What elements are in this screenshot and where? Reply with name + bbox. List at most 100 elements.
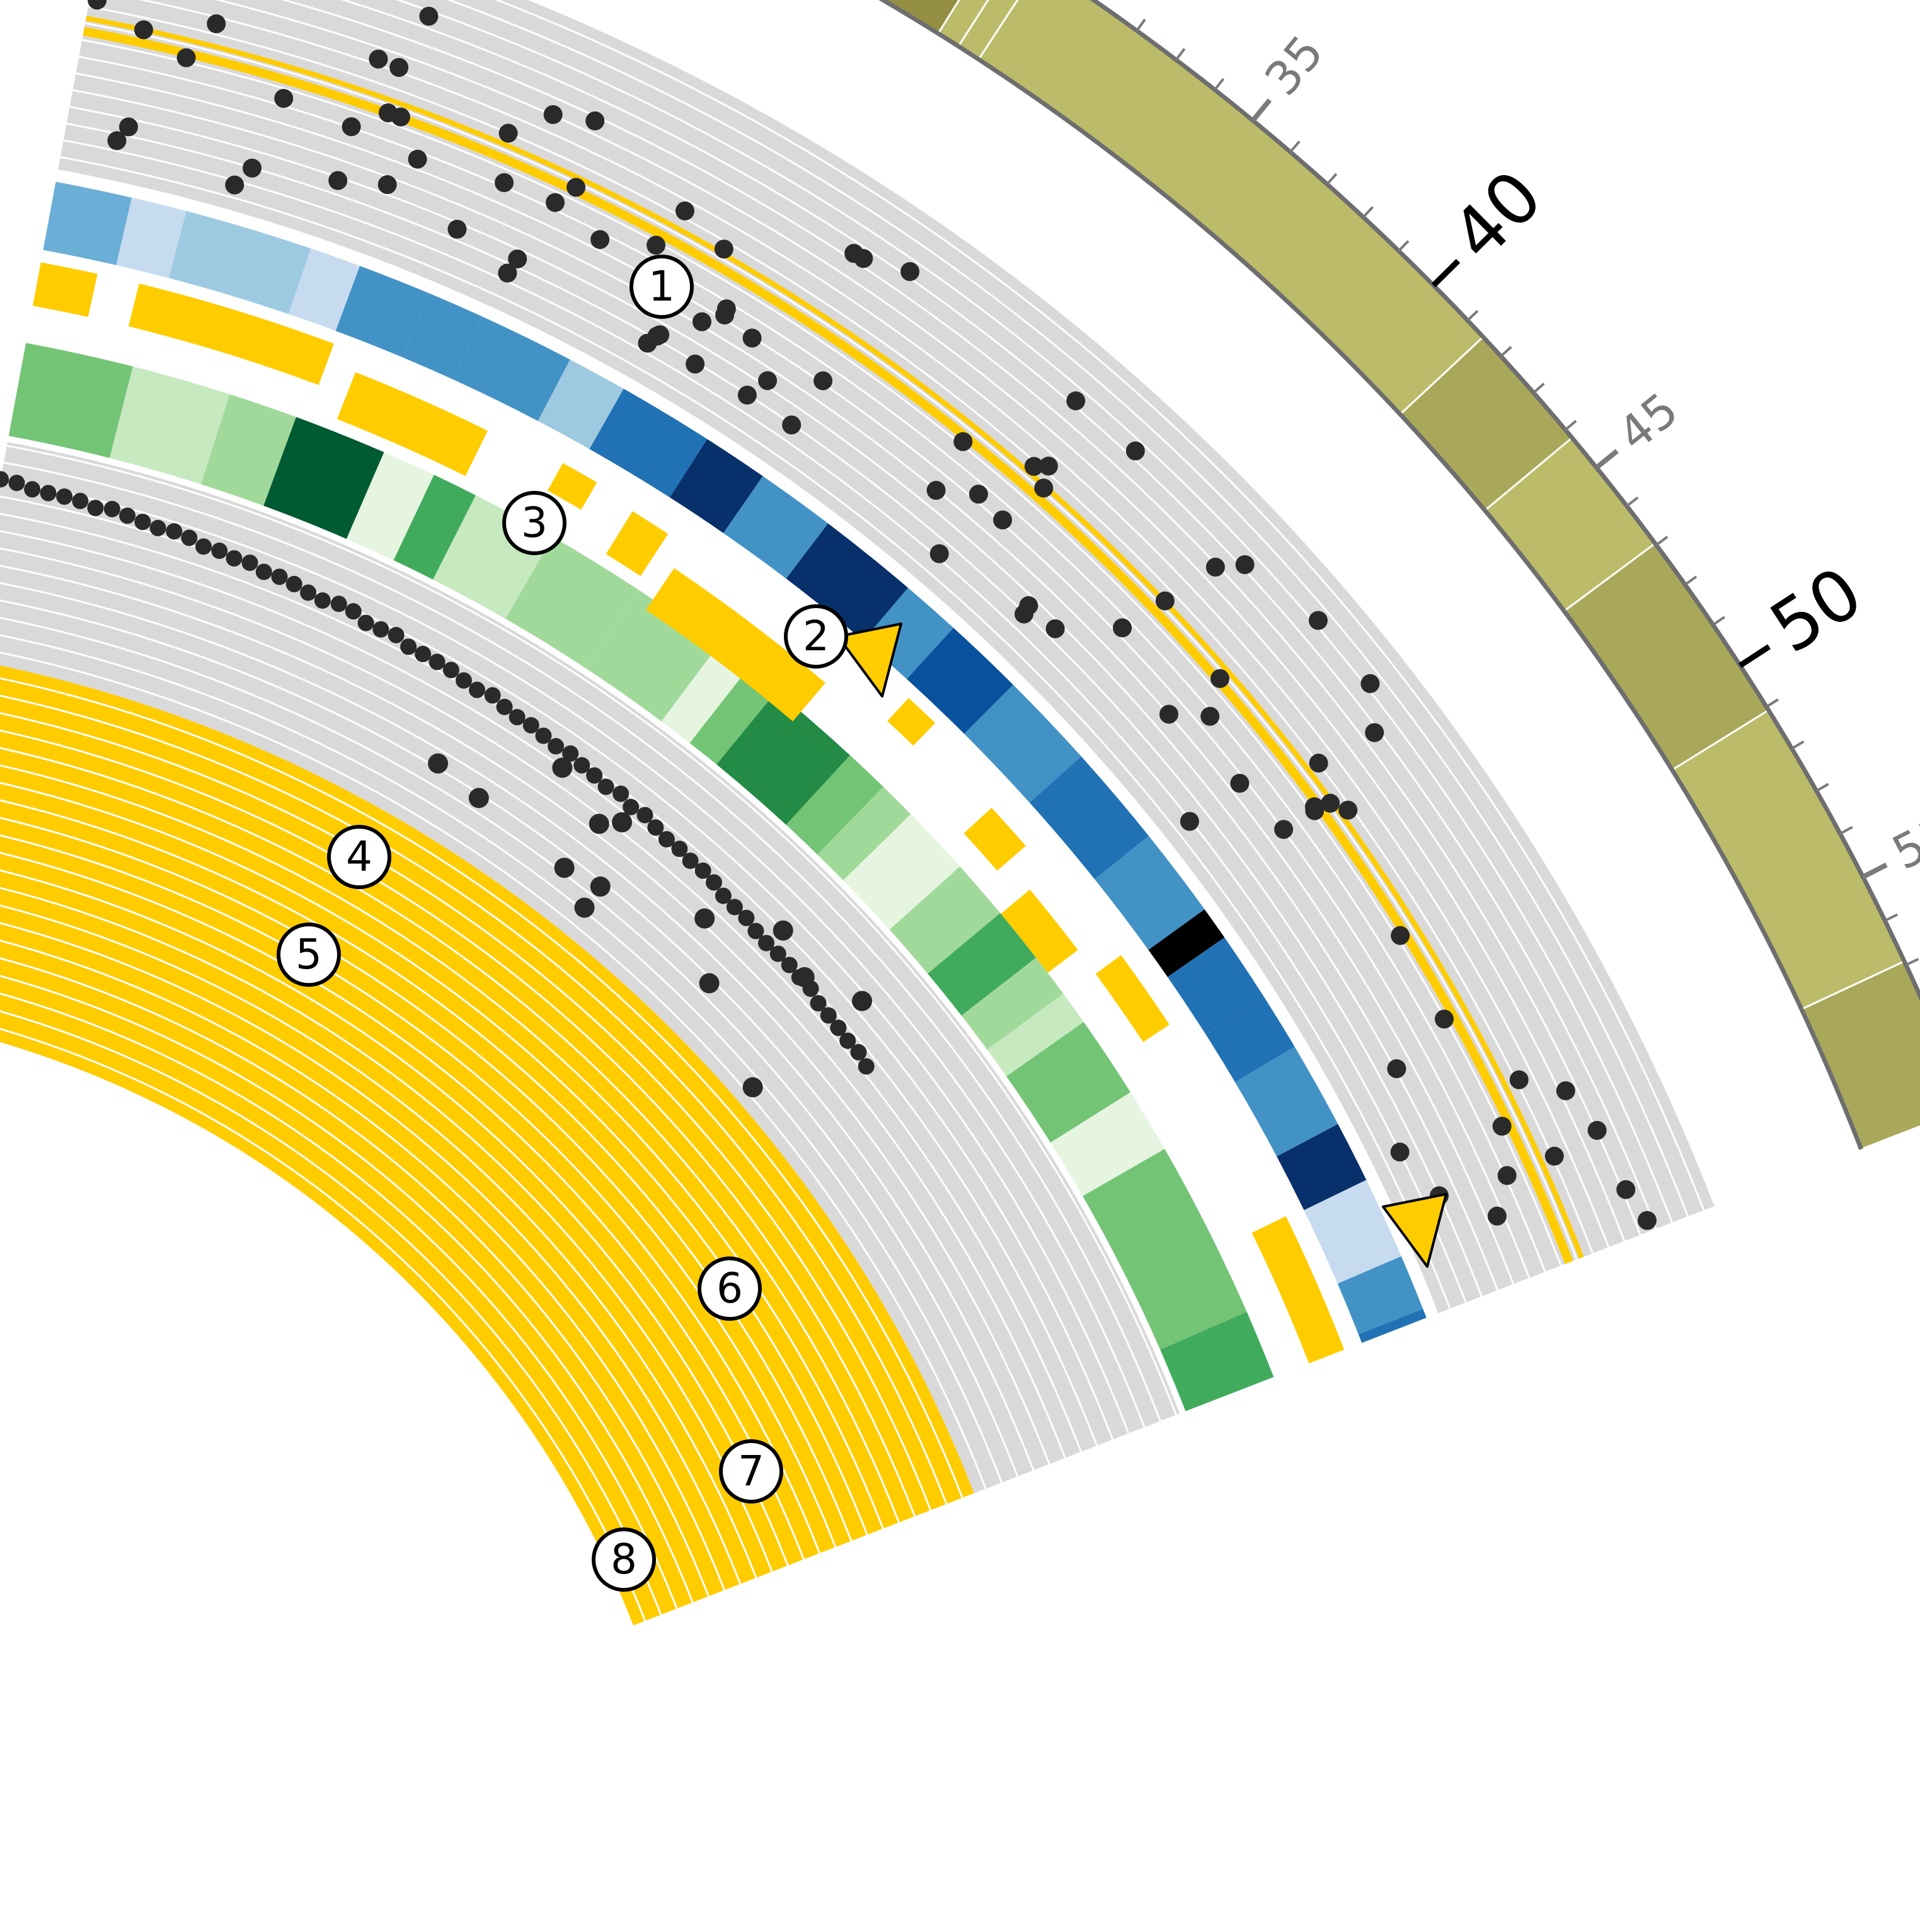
scale-tick xyxy=(1289,141,1301,153)
heatmap-cell xyxy=(786,523,909,641)
heatmap-cell xyxy=(1167,937,1264,1034)
svg-text:1: 1 xyxy=(648,262,675,311)
scale-tick xyxy=(1431,258,1461,287)
heatmap-cell xyxy=(346,452,434,561)
heatmap-cell xyxy=(1160,1311,1274,1412)
scatter-point xyxy=(548,738,565,755)
scatter-point xyxy=(369,49,388,69)
scatter-point xyxy=(1360,674,1380,693)
heatmap-cell xyxy=(257,238,311,314)
track-marker-5: 5 xyxy=(277,923,341,987)
heatmap-cell xyxy=(1006,1021,1107,1109)
scatter-point xyxy=(1587,1120,1607,1140)
track-marker-7: 7 xyxy=(719,1439,783,1504)
scatter-point xyxy=(552,757,573,778)
scatter-point xyxy=(820,1007,837,1024)
heatmap-cell xyxy=(263,417,384,539)
track-2-markers xyxy=(837,623,1447,1268)
svg-text:8: 8 xyxy=(611,1535,637,1584)
scatter-point xyxy=(103,500,120,517)
scatter-point xyxy=(1066,391,1086,411)
scatter-point xyxy=(447,219,467,239)
scatter-point xyxy=(623,798,640,815)
scatter-point xyxy=(428,753,449,774)
heatmap-cell xyxy=(716,691,851,825)
scatter-point xyxy=(1390,1142,1410,1162)
highlight-block xyxy=(963,807,1026,871)
scale-tick xyxy=(1766,698,1779,708)
heatmap-cell xyxy=(589,388,708,498)
heatmap-cell xyxy=(43,181,132,265)
scatter-point xyxy=(586,767,603,784)
track-4-blue-heatmap xyxy=(43,181,1427,1343)
scatter-point xyxy=(243,158,262,178)
scatter-point xyxy=(694,862,711,879)
scatter-point xyxy=(1487,1206,1507,1226)
highlight-block xyxy=(547,463,597,510)
scale-tick xyxy=(1326,173,1338,185)
scatter-point xyxy=(134,20,153,40)
scale-label: 45 xyxy=(1608,382,1688,462)
scatter-point xyxy=(1492,1117,1512,1136)
scatter-point xyxy=(830,1020,847,1037)
heatmap-cell xyxy=(1205,996,1295,1083)
scatter-point xyxy=(1125,441,1145,461)
scatter-point xyxy=(738,909,755,926)
scatter-point xyxy=(773,920,793,941)
scatter-point xyxy=(716,299,736,319)
heatmap-cell xyxy=(669,439,763,534)
heatmap-cell xyxy=(723,476,829,579)
scale-tick xyxy=(1861,862,1888,880)
heatmap-cell xyxy=(964,684,1081,803)
scatter-point xyxy=(88,0,107,10)
scatter-point xyxy=(1321,793,1340,813)
scatter-point xyxy=(300,584,317,601)
heatmap-cell xyxy=(1095,836,1205,950)
scatter-point xyxy=(715,887,732,904)
heatmap-cell xyxy=(987,993,1084,1077)
scatter-point xyxy=(1387,1059,1406,1079)
scatter-point xyxy=(705,874,722,891)
scatter-point xyxy=(456,672,473,689)
scatter-point xyxy=(589,814,609,834)
scale-tick xyxy=(1564,420,1577,431)
scatter-point xyxy=(1274,820,1294,839)
scatter-point xyxy=(388,626,405,643)
highlight-block xyxy=(646,568,825,722)
heatmap-cell xyxy=(288,248,360,331)
scatter-point xyxy=(1497,1166,1517,1185)
scale-tick xyxy=(1175,48,1186,61)
scatter-point xyxy=(742,1077,763,1098)
heatmap-cell xyxy=(335,265,430,357)
heatmap-cell xyxy=(1030,756,1149,880)
scatter-point xyxy=(658,831,675,848)
highlight-block xyxy=(606,511,669,577)
track-3-scatter xyxy=(58,0,1715,1314)
scatter-point xyxy=(107,131,127,151)
track-6-green-heatmap xyxy=(8,343,1274,1412)
ideogram-band-track xyxy=(878,0,1920,1151)
heatmap-cell xyxy=(1124,1229,1247,1350)
scatter-point xyxy=(285,575,302,592)
scale-tick xyxy=(1712,616,1725,626)
scatter-point xyxy=(953,432,973,451)
scale-tick xyxy=(1500,346,1512,357)
scatter-point xyxy=(1230,774,1250,793)
scatter-point xyxy=(241,555,258,572)
scatter-point xyxy=(134,514,151,531)
scatter-point xyxy=(782,415,802,435)
scatter-point xyxy=(498,263,517,283)
scatter-point xyxy=(612,785,629,802)
scatter-point xyxy=(1205,557,1225,577)
track-marker-8: 8 xyxy=(592,1527,656,1592)
scale-tick xyxy=(1884,913,1898,922)
scatter-point xyxy=(535,727,552,744)
scatter-point xyxy=(484,687,501,704)
scatter-point xyxy=(813,371,833,391)
scatter-point xyxy=(1200,706,1220,726)
heatmap-cell xyxy=(1358,1309,1427,1343)
scatter-point xyxy=(408,149,427,169)
scatter-point xyxy=(737,385,757,405)
